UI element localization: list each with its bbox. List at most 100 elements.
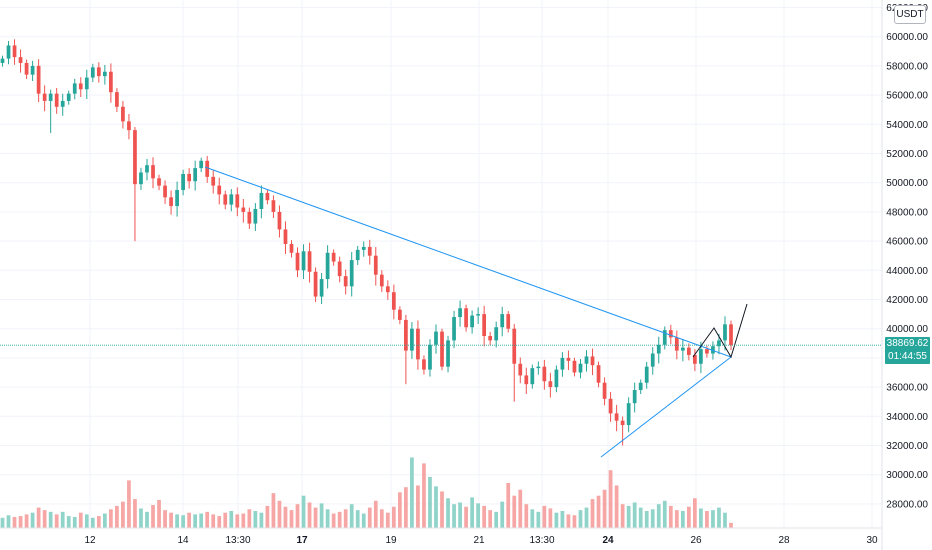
volume-bar bbox=[157, 499, 161, 528]
volume-bar bbox=[18, 516, 23, 528]
x-tick-label: 13:30 bbox=[225, 535, 250, 546]
volume-bar bbox=[416, 485, 420, 528]
volume-bar bbox=[66, 516, 71, 528]
volume-bar bbox=[223, 512, 228, 528]
candle-body bbox=[644, 366, 649, 383]
candle-body bbox=[307, 251, 312, 272]
candle-body bbox=[295, 252, 300, 271]
candle-body bbox=[373, 255, 378, 275]
candle-body bbox=[632, 390, 637, 404]
candle-body bbox=[241, 207, 246, 212]
volume-bar bbox=[638, 507, 643, 528]
candle-body bbox=[121, 106, 125, 122]
volume-bar bbox=[181, 515, 185, 528]
candle-body bbox=[729, 324, 733, 346]
volume-bar bbox=[536, 511, 541, 528]
volume-bar bbox=[163, 510, 167, 528]
volume-bar bbox=[121, 501, 125, 528]
candle-body bbox=[482, 314, 487, 336]
candle-body bbox=[699, 349, 703, 364]
volume-bar bbox=[90, 517, 95, 528]
candle-body bbox=[96, 67, 101, 77]
volume-bar bbox=[626, 505, 631, 528]
volume-bar bbox=[452, 504, 456, 528]
volume-bar bbox=[30, 512, 35, 528]
volume-bar bbox=[139, 508, 143, 528]
volume-bar bbox=[205, 511, 210, 528]
volume-bar bbox=[391, 506, 396, 528]
currency-badge[interactable]: USDT bbox=[894, 5, 926, 24]
candle-body bbox=[259, 192, 264, 209]
volume-bar bbox=[620, 504, 625, 528]
candle-body bbox=[349, 260, 354, 287]
volume-bar bbox=[530, 509, 535, 528]
candle-body bbox=[343, 276, 348, 287]
volume-bar bbox=[151, 505, 155, 528]
candle-body bbox=[506, 314, 511, 329]
volume-bar bbox=[644, 511, 649, 528]
candle-body bbox=[175, 190, 179, 207]
y-tick-label: 32000.00 bbox=[886, 441, 928, 452]
candle-body bbox=[662, 330, 667, 345]
volume-bar bbox=[367, 507, 372, 528]
volume-bar bbox=[560, 511, 565, 528]
volume-bar bbox=[241, 513, 246, 528]
candle-body bbox=[133, 130, 137, 185]
volume-bar bbox=[410, 457, 414, 528]
candle-body bbox=[590, 356, 595, 366]
candles bbox=[0, 39, 733, 446]
candle-body bbox=[530, 368, 535, 385]
candle-body bbox=[452, 317, 456, 341]
candle-body bbox=[596, 365, 601, 383]
y-tick-label: 58000.00 bbox=[886, 61, 928, 72]
candle-body bbox=[42, 93, 47, 101]
volume-bar bbox=[476, 503, 480, 528]
volume-bar bbox=[259, 512, 264, 528]
y-tick-label: 60000.00 bbox=[886, 32, 928, 43]
volume-bar bbox=[608, 470, 613, 528]
volume-bar bbox=[434, 486, 438, 528]
volume-bar bbox=[470, 497, 474, 528]
candle-body bbox=[638, 382, 643, 391]
candle-body bbox=[536, 366, 541, 369]
volume-bar bbox=[96, 516, 101, 528]
volume-bar bbox=[693, 498, 697, 528]
volume-bar bbox=[24, 514, 29, 528]
volume-bar bbox=[84, 514, 89, 528]
candle-body bbox=[18, 57, 23, 63]
candle-body bbox=[428, 344, 432, 370]
candle-body bbox=[283, 229, 288, 245]
volume-bar bbox=[169, 512, 173, 528]
volume-bar bbox=[428, 477, 432, 528]
volume-bar bbox=[518, 489, 523, 528]
volume-bar bbox=[590, 499, 595, 528]
y-tick-label: 44000.00 bbox=[886, 266, 928, 277]
candle-body bbox=[199, 160, 204, 169]
volume-bar bbox=[199, 513, 204, 528]
volume-bar bbox=[446, 498, 450, 528]
candle-body bbox=[458, 308, 462, 318]
volume-bar bbox=[325, 509, 330, 528]
volume-bar bbox=[440, 491, 444, 528]
candle-body bbox=[211, 176, 216, 186]
candle-body bbox=[717, 340, 721, 347]
volume-bars bbox=[0, 457, 733, 528]
volume-bar bbox=[500, 501, 505, 528]
x-tick-label: 21 bbox=[473, 535, 485, 546]
volume-bar bbox=[313, 507, 318, 528]
volume-bar bbox=[554, 512, 559, 528]
candle-body bbox=[181, 173, 185, 190]
volume-bar bbox=[343, 509, 348, 528]
candle-body bbox=[151, 165, 155, 179]
volume-bar bbox=[674, 510, 679, 528]
candle-body bbox=[572, 360, 577, 373]
volume-bar bbox=[301, 495, 306, 528]
candle-body bbox=[422, 359, 426, 370]
candle-body bbox=[397, 309, 402, 320]
volume-bar bbox=[0, 517, 5, 528]
grid-lines bbox=[0, 0, 882, 528]
candle-body bbox=[217, 185, 222, 195]
volume-bar bbox=[614, 485, 619, 528]
y-tick-label: 54000.00 bbox=[886, 120, 928, 131]
volume-bar bbox=[235, 514, 240, 528]
